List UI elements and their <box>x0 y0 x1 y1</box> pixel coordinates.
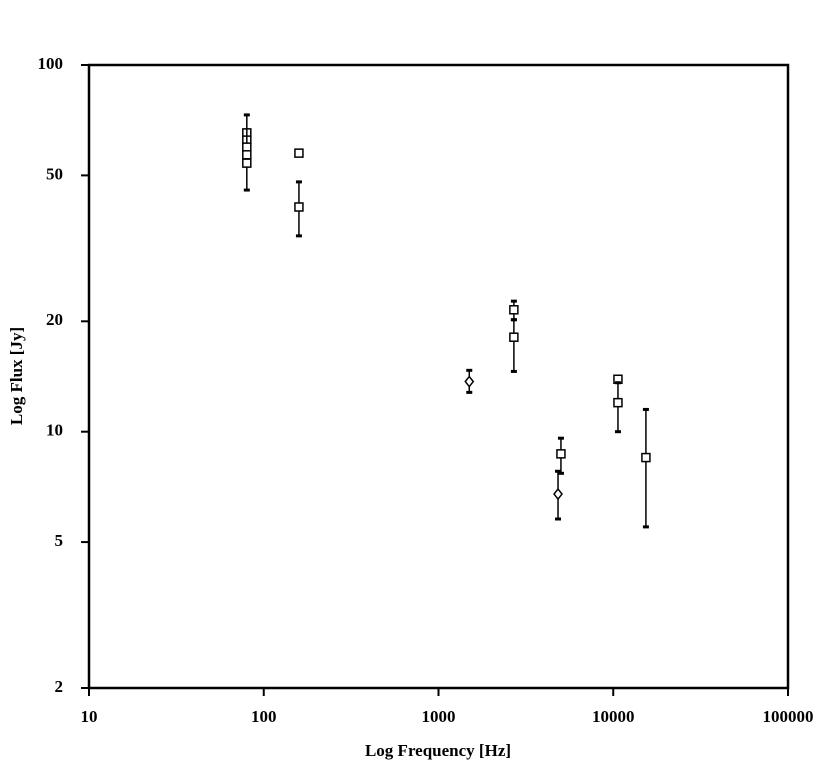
square-marker <box>294 202 304 212</box>
y-tick-label: 20 <box>46 310 63 329</box>
square-marker <box>556 449 566 459</box>
plot-frame <box>87 63 790 690</box>
y-tick-label: 50 <box>46 164 63 183</box>
square-marker <box>294 148 304 158</box>
diamond-marker <box>553 487 563 501</box>
square-marker <box>242 150 252 160</box>
y-axis-label: Log Flux [Jy] <box>7 327 26 425</box>
x-tick-label: 100000 <box>763 707 814 726</box>
diamond-marker <box>464 375 475 388</box>
x-tick-label: 100 <box>251 707 277 726</box>
y-tick-label: 100 <box>38 54 64 73</box>
square-marker <box>509 332 519 342</box>
y-tick-label: 10 <box>46 421 63 440</box>
square-marker <box>641 452 651 463</box>
x-tick-label: 10000 <box>592 707 635 726</box>
x-tick-label: 1000 <box>422 707 456 726</box>
x-axis-label: Log Frequency [Hz] <box>365 741 511 760</box>
x-tick-label: 10 <box>81 707 98 726</box>
square-marker <box>613 397 623 408</box>
y-tick-label: 5 <box>55 531 64 550</box>
square-marker <box>509 305 519 315</box>
y-tick-label: 2 <box>55 677 64 696</box>
square-marker <box>242 142 252 152</box>
square-marker <box>242 158 252 168</box>
